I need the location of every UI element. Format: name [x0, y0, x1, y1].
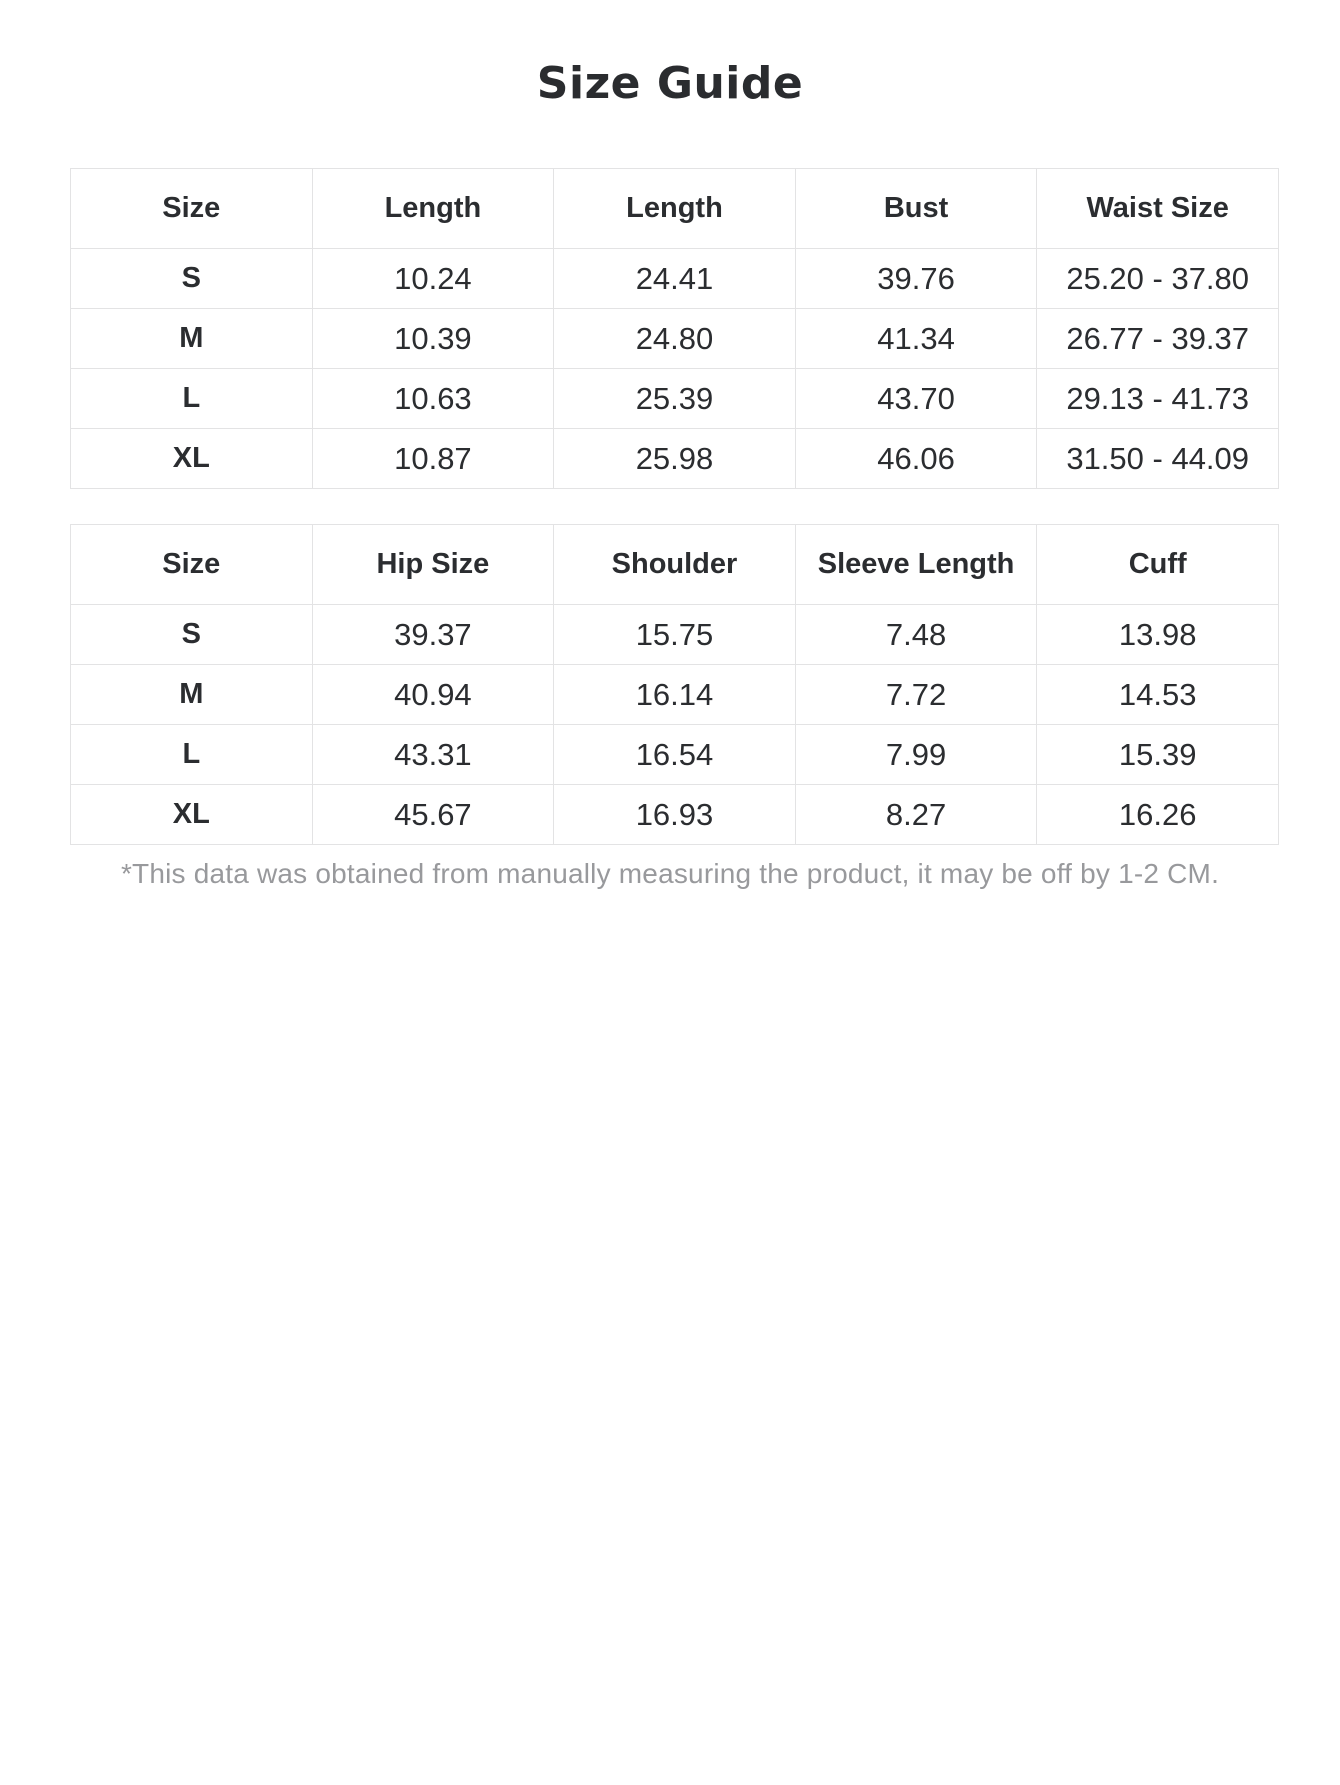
measurement-value-cell: 39.76 — [794, 248, 1038, 309]
header-cell-size: Size — [70, 168, 313, 249]
measurement-value-cell: 7.72 — [794, 664, 1038, 725]
measurement-value-cell: 16.93 — [553, 784, 796, 845]
measurement-value-cell: 29.13 - 41.73 — [1036, 368, 1279, 429]
measurement-value-cell: 14.53 — [1036, 664, 1279, 725]
measurement-value-cell: 7.99 — [794, 724, 1038, 785]
size-table-top: Size Length Length Bust Waist Size S 10.24 24.… — [70, 168, 1279, 489]
header-cell-bust: Bust — [794, 168, 1038, 249]
measurement-value-cell: 25.39 — [553, 368, 796, 429]
measurement-value-cell: 25.20 - 37.80 — [1036, 248, 1279, 309]
header-cell-cuff: Cuff — [1036, 524, 1279, 605]
size-label-cell: L — [70, 368, 313, 429]
header-cell-sleeve-length: Sleeve Length — [794, 524, 1038, 605]
measurement-value-cell: 31.50 - 44.09 — [1036, 428, 1279, 489]
measurement-value-cell: 26.77 - 39.37 — [1036, 308, 1279, 369]
size-label-cell: M — [70, 664, 313, 725]
measurement-value-cell: 16.26 — [1036, 784, 1279, 845]
table-row-m: M 40.94 16.14 7.72 14.53 — [70, 664, 1279, 725]
header-row: Size Hip Size Shoulder Sleeve Length Cuff — [70, 524, 1279, 605]
measurement-value-cell: 25.98 — [553, 428, 796, 489]
measurement-value-cell: 16.54 — [553, 724, 796, 785]
size-label-cell: XL — [70, 428, 313, 489]
measurement-value-cell: 10.24 — [311, 248, 555, 309]
measurement-value-cell: 10.63 — [311, 368, 555, 429]
size-table-top-header: Size Length Length Bust Waist Size — [70, 168, 1279, 249]
table-row-m: M 10.39 24.80 41.34 26.77 - 39.37 — [70, 308, 1279, 369]
size-label-cell: S — [70, 604, 313, 665]
measurement-value-cell: 15.39 — [1036, 724, 1279, 785]
measurement-value-cell: 43.70 — [794, 368, 1038, 429]
measurement-value-cell: 7.48 — [794, 604, 1038, 665]
header-cell-length: Length — [553, 168, 796, 249]
table-row-s: S 10.24 24.41 39.76 25.20 - 37.80 — [70, 248, 1279, 309]
size-label-cell: S — [70, 248, 313, 309]
measurement-value-cell: 41.34 — [794, 308, 1038, 369]
measurement-value-cell: 8.27 — [794, 784, 1038, 845]
table-row-l: L 43.31 16.54 7.99 15.39 — [70, 724, 1279, 785]
size-table-bottom-header: Size Hip Size Shoulder Sleeve Length Cuff — [70, 524, 1279, 605]
measurement-value-cell: 43.31 — [311, 724, 555, 785]
header-cell-hip-size: Hip Size — [311, 524, 555, 605]
measurement-value-cell: 45.67 — [311, 784, 555, 845]
header-cell-size: Size — [70, 524, 313, 605]
size-label-cell: XL — [70, 784, 313, 845]
table-row-xl: XL 10.87 25.98 46.06 31.50 - 44.09 — [70, 428, 1279, 489]
measurement-value-cell: 46.06 — [794, 428, 1038, 489]
measurement-value-cell: 15.75 — [553, 604, 796, 665]
header-cell-shoulder: Shoulder — [553, 524, 796, 605]
measurement-value-cell: 39.37 — [311, 604, 555, 665]
table-row-l: L 10.63 25.39 43.70 29.13 - 41.73 — [70, 368, 1279, 429]
header-cell-length: Length — [311, 168, 555, 249]
header-cell-waist-size: Waist Size — [1036, 168, 1279, 249]
table-row-s: S 39.37 15.75 7.48 13.98 — [70, 604, 1279, 665]
table-row-xl: XL 45.67 16.93 8.27 16.26 — [70, 784, 1279, 845]
measurement-value-cell: 16.14 — [553, 664, 796, 725]
measurement-value-cell: 10.87 — [311, 428, 555, 489]
measurement-value-cell: 40.94 — [311, 664, 555, 725]
page-title: Size Guide — [536, 58, 804, 109]
measurement-disclaimer: *This data was obtained from manually me… — [120, 858, 1220, 889]
measurement-value-cell: 24.41 — [553, 248, 796, 309]
measurement-value-cell: 24.80 — [553, 308, 796, 369]
size-table-top-body: S 10.24 24.41 39.76 25.20 - 37.80 M 10.39 24.80… — [70, 248, 1279, 489]
measurement-value-cell: 10.39 — [311, 308, 555, 369]
size-table-bottom-body: S 39.37 15.75 7.48 13.98 M 40.94 16.14 7.72 14.53… — [70, 604, 1279, 845]
size-label-cell: M — [70, 308, 313, 369]
size-label-cell: L — [70, 724, 313, 785]
header-row: Size Length Length Bust Waist Size — [70, 168, 1279, 249]
measurement-value-cell: 13.98 — [1036, 604, 1279, 665]
